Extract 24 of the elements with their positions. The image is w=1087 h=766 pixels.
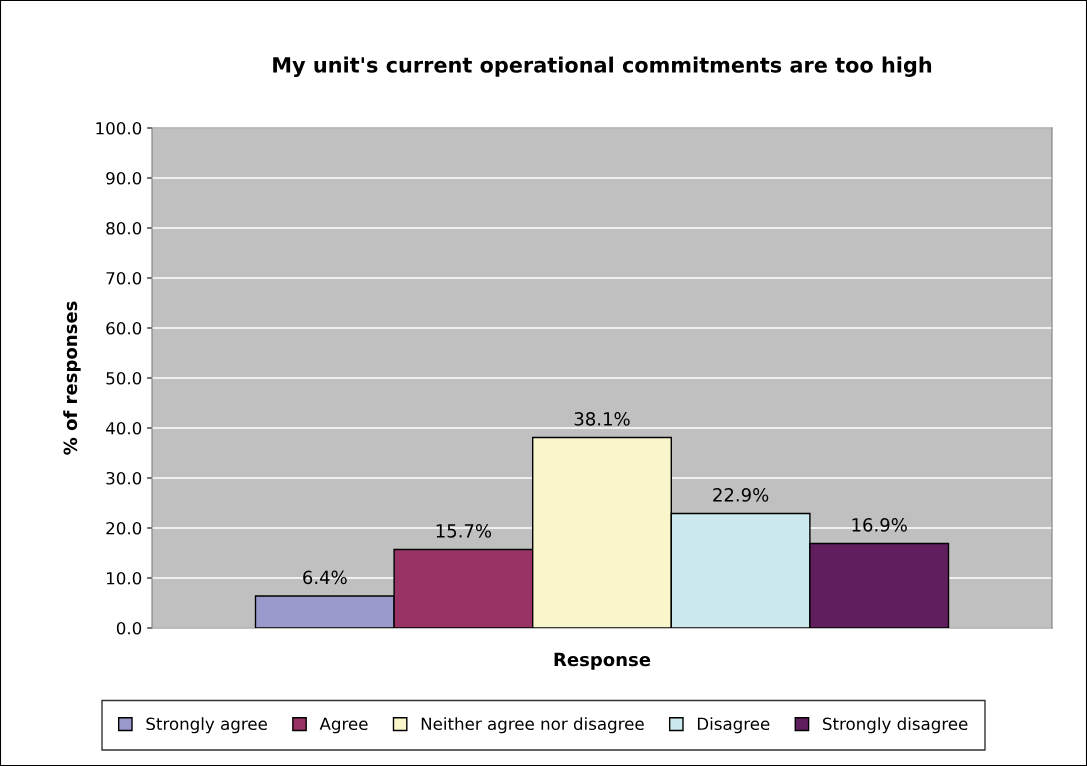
data-label: 38.1% — [574, 412, 630, 426]
y-tick-label: 30.0 — [106, 471, 142, 485]
y-tick-label: 100.0 — [96, 121, 142, 135]
data-label: 16.9% — [852, 518, 907, 532]
data-label: 22.9% — [713, 488, 769, 502]
y-tick-label: 20.0 — [106, 521, 142, 535]
y-tick-label: 50.0 — [106, 371, 142, 385]
data-label: 15.7% — [436, 524, 492, 538]
x-axis-title: Response — [554, 652, 651, 670]
y-tick-label: 70.0 — [106, 271, 142, 285]
chart-title: My unit's current operational commitments are too high — [273, 56, 932, 77]
y-tick-label: 40.0 — [105, 421, 142, 435]
data-label: 6.4% — [303, 570, 347, 585]
y-tick-label: 10.0 — [107, 571, 142, 585]
legend-label: Strongly agree — [146, 717, 267, 734]
legend-label: Neither agree nor disagree — [421, 717, 644, 734]
legend-label: Strongly disagree — [823, 717, 968, 734]
y-axis-title: % of responses — [63, 301, 81, 455]
y-tick-label: 80.0 — [106, 221, 142, 235]
legend-label: Agree — [319, 717, 368, 734]
y-tick-label: 0.0 — [116, 621, 142, 635]
y-tick-label: 60.0 — [106, 321, 142, 335]
y-tick-label: 90.0 — [106, 171, 142, 185]
legend-label: Disagree — [697, 717, 770, 734]
